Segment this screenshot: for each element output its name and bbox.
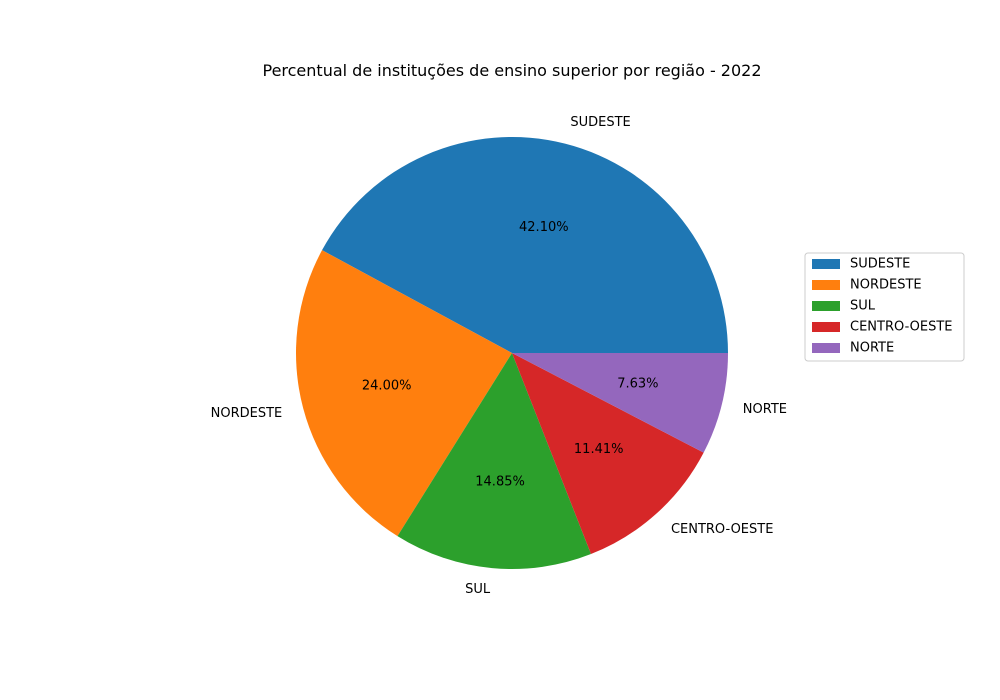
legend-swatch-norte: [812, 343, 840, 353]
pie-slice-centro-oeste: [512, 353, 704, 555]
legend-swatch-sul: [812, 301, 840, 311]
legend-swatch-nordeste: [812, 280, 840, 290]
legend-frame: [804, 252, 965, 362]
legend-swatch-centro-oeste: [812, 322, 840, 332]
chart-title: Percentual de instituções de ensino supe…: [262, 61, 761, 80]
legend-label-sudeste: SUDESTE: [850, 257, 910, 272]
legend: SUDESTE NORDESTE SUL CENTRO-OESTE NORTE: [804, 252, 965, 362]
legend-label-norte: NORTE: [850, 341, 894, 356]
slice-percentage-labels: 42.10% 24.00% 14.85% 11.41% 7.63%: [362, 220, 659, 490]
slice-label-sul: SUL: [465, 582, 491, 597]
pie-slice-sul: [397, 353, 591, 569]
slice-percent-sul: 14.85%: [475, 475, 525, 490]
slice-label-norte: NORTE: [743, 402, 787, 417]
pie-slice-nordeste: [296, 250, 512, 537]
slice-percent-norte: 7.63%: [617, 376, 658, 391]
pie-slice-norte: [512, 353, 728, 453]
slice-label-nordeste: NORDESTE: [211, 406, 283, 421]
legend-swatch-sudeste: [812, 259, 840, 269]
slice-percent-centro-oeste: 11.41%: [574, 442, 624, 457]
legend-label-nordeste: NORDESTE: [850, 278, 922, 293]
pie-slice-sudeste: [322, 136, 728, 353]
slice-label-sudeste: SUDESTE: [570, 115, 630, 130]
slice-percent-nordeste: 24.00%: [362, 379, 412, 394]
slice-percent-sudeste: 42.10%: [519, 220, 569, 235]
slice-category-labels: SUDESTE NORDESTE SUL CENTRO-OESTE NORTE: [211, 115, 787, 597]
legend-label-sul: SUL: [850, 299, 876, 314]
legend-label-centro-oeste: CENTRO-OESTE: [850, 320, 953, 335]
pie-slices: [296, 136, 728, 569]
slice-label-centro-oeste: CENTRO-OESTE: [671, 522, 774, 537]
